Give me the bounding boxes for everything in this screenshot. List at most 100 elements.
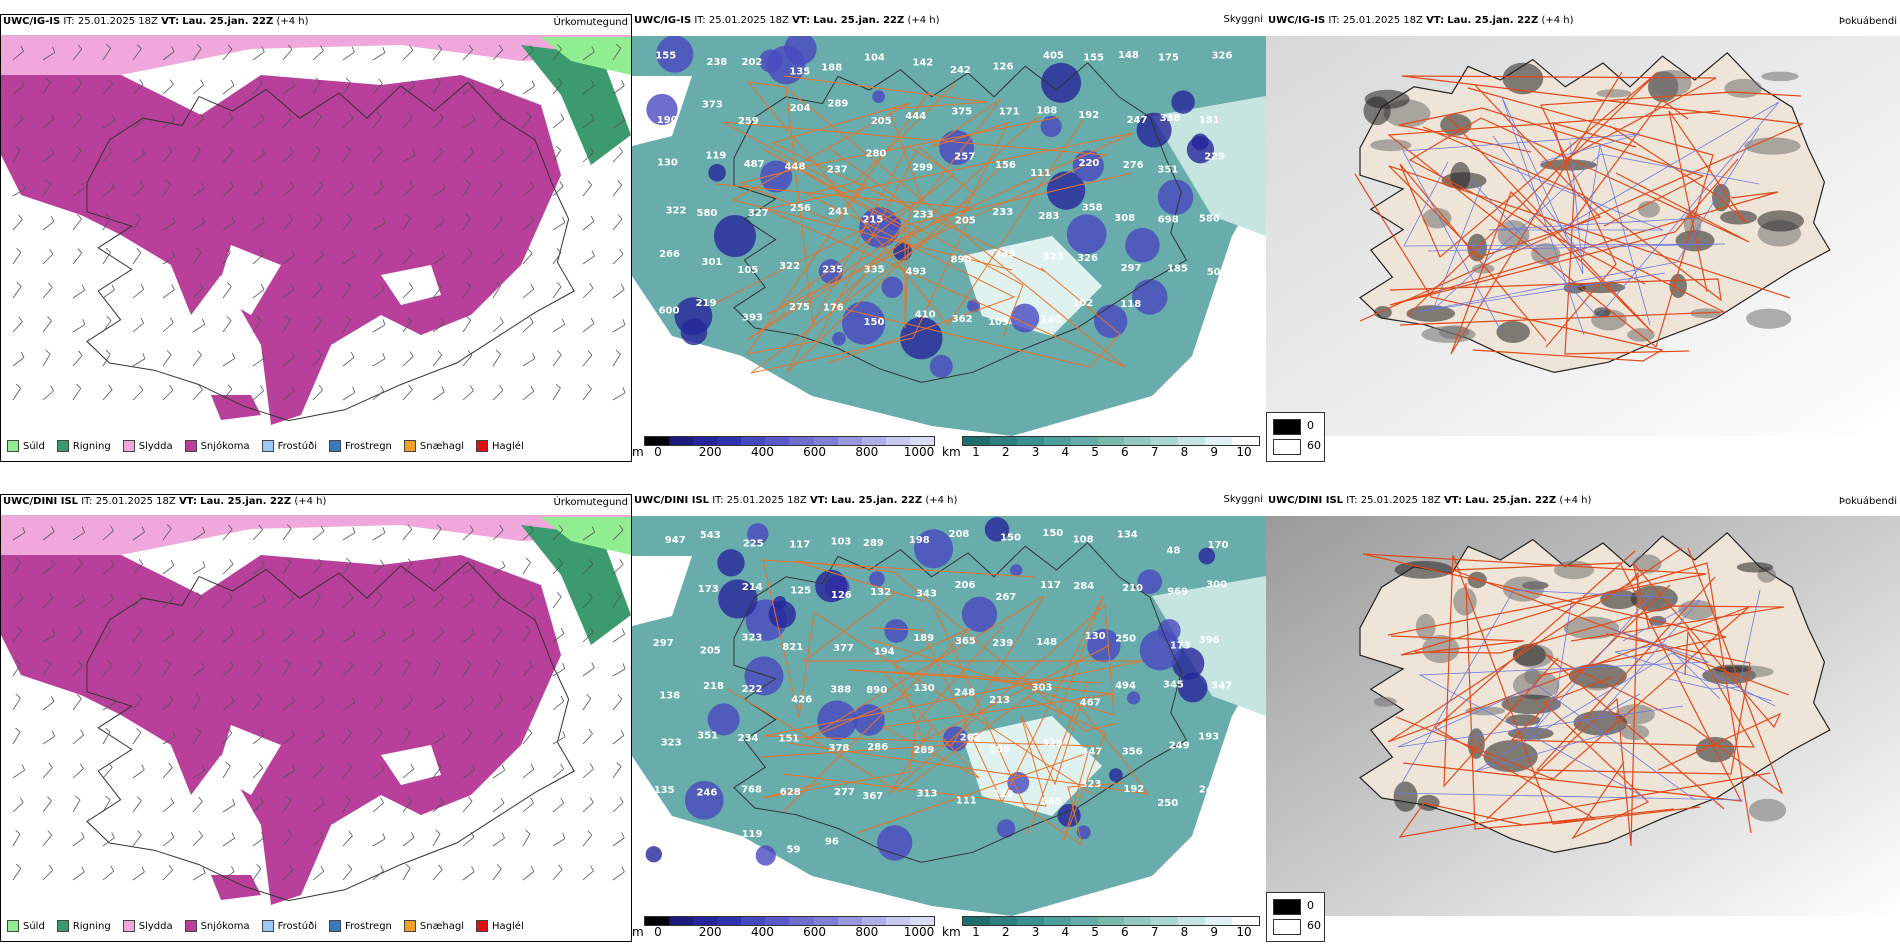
cloud-base-label: 289	[863, 538, 884, 549]
wind-barb	[372, 289, 385, 299]
panel-title: Skyggni	[1223, 14, 1263, 25]
cloud-base-map: 947 543 225 117 103 289 198 208 150 150 108 134 48 17…	[632, 516, 1266, 916]
colorbar-swatch	[1043, 917, 1071, 925]
wind-barb	[312, 254, 325, 265]
legend-label: Súld	[23, 920, 45, 932]
wind-barb	[432, 286, 442, 299]
fog-patch	[1554, 560, 1594, 580]
wind-barb	[132, 630, 142, 643]
wind-barb	[12, 664, 21, 677]
wind-barb-flag	[562, 662, 566, 669]
wind-barb-flag	[618, 146, 623, 153]
wind-barb	[342, 149, 351, 163]
wind-barb-flag	[21, 80, 25, 86]
fog-patch	[1505, 714, 1541, 726]
wind-barb-flag	[435, 659, 441, 665]
wind-barb-flag	[502, 560, 506, 567]
wind-barb-flag	[45, 179, 51, 185]
colorbar-swatches	[962, 916, 1260, 926]
wind-barb-flag	[525, 625, 531, 631]
wind-barb	[432, 561, 441, 575]
legend-label: Rigning	[72, 440, 111, 452]
wind-barb	[522, 561, 531, 575]
wind-barb	[492, 389, 504, 401]
wind-barb	[252, 320, 262, 333]
wind-barb-flag	[500, 147, 505, 154]
legend-item: Slydda	[122, 440, 173, 452]
wind-barb-flag	[317, 316, 322, 322]
wind-barb-flag	[105, 727, 111, 733]
wind-barb-flag	[346, 728, 352, 733]
fog-patch	[1422, 207, 1452, 229]
wind-barb	[492, 254, 504, 265]
rain-area	[521, 45, 631, 165]
wind-barb-flag	[200, 79, 205, 86]
wind-barb	[522, 220, 534, 231]
legend-item: Frostregn	[329, 440, 392, 452]
low-cloud-patch	[1057, 803, 1081, 828]
cloud-base-label: 248	[954, 688, 975, 699]
low-cloud-patch	[884, 619, 909, 643]
wind-barb-flag	[47, 796, 52, 802]
wind-barb	[72, 187, 85, 197]
wind-barb	[552, 222, 566, 231]
cloud-base-label: 358	[1082, 202, 1103, 213]
wind-barb-flag	[468, 248, 473, 254]
wind-barb	[12, 357, 25, 367]
wind-barb-flag	[410, 763, 415, 770]
wind-barb	[12, 388, 21, 401]
wind-barb-flag	[105, 43, 111, 49]
cloud-base-label: 185	[1167, 263, 1188, 274]
rain-area	[521, 525, 631, 645]
low-cloud-patch	[1046, 171, 1086, 210]
wind-barb	[462, 836, 475, 847]
fog-patch	[1502, 62, 1544, 95]
wind-barb	[282, 288, 295, 299]
cloud-base-label: 600	[659, 306, 680, 317]
wind-barb-flag	[588, 728, 593, 734]
wind-barb-flag	[76, 383, 82, 389]
wind-barb	[192, 770, 206, 779]
wind-barb	[462, 566, 476, 575]
wind-barb	[432, 766, 442, 779]
wind-barb	[72, 289, 85, 299]
legend-item: Slydda	[122, 920, 173, 932]
colorbar-swatch	[693, 917, 718, 925]
wind-barb-flag	[347, 762, 352, 768]
wind-barb-flag	[15, 659, 21, 665]
cloud-base-label: 189	[913, 633, 934, 644]
wind-barb-flag	[382, 353, 386, 359]
wind-barb-flag	[317, 660, 323, 666]
road-network	[714, 75, 1134, 374]
wind-barb	[72, 388, 82, 401]
wind-barb	[252, 837, 265, 847]
wind-barb	[282, 770, 295, 779]
cloud-base-label: 267	[996, 592, 1017, 603]
wind-barb-flag	[135, 213, 141, 219]
cloud-base-label: 262	[960, 733, 981, 744]
wind-barb-flag	[411, 628, 415, 634]
colorbar-tick: 9	[1210, 445, 1219, 459]
fog-patch	[1757, 210, 1804, 232]
legend-item: Rigning	[56, 440, 111, 452]
wind-barb-flag	[139, 384, 144, 391]
wind-barb-flag	[51, 526, 55, 532]
road	[1390, 562, 1752, 834]
wind-barb	[42, 701, 55, 711]
wind-barb	[612, 85, 625, 95]
wind-barb	[102, 252, 111, 265]
wind-barb-flag	[470, 147, 475, 154]
wind-barb	[492, 769, 505, 779]
colorbar-tick: 600	[803, 445, 827, 459]
wind-barb	[42, 220, 55, 231]
wind-barb-flag	[501, 832, 505, 839]
wind-barb	[162, 528, 172, 541]
wind-barb	[12, 731, 21, 745]
wind-barb	[12, 118, 24, 129]
wind-barb	[552, 869, 563, 881]
river	[1397, 684, 1696, 801]
wind-barb	[102, 731, 111, 745]
wind-barb	[222, 632, 235, 643]
low-cloud-patch	[784, 36, 817, 65]
low-cloud-patch	[707, 703, 740, 736]
